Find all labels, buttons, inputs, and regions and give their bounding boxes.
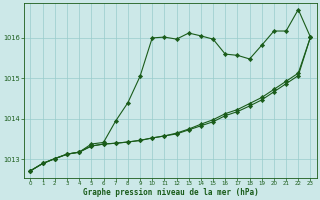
X-axis label: Graphe pression niveau de la mer (hPa): Graphe pression niveau de la mer (hPa) (83, 188, 258, 197)
